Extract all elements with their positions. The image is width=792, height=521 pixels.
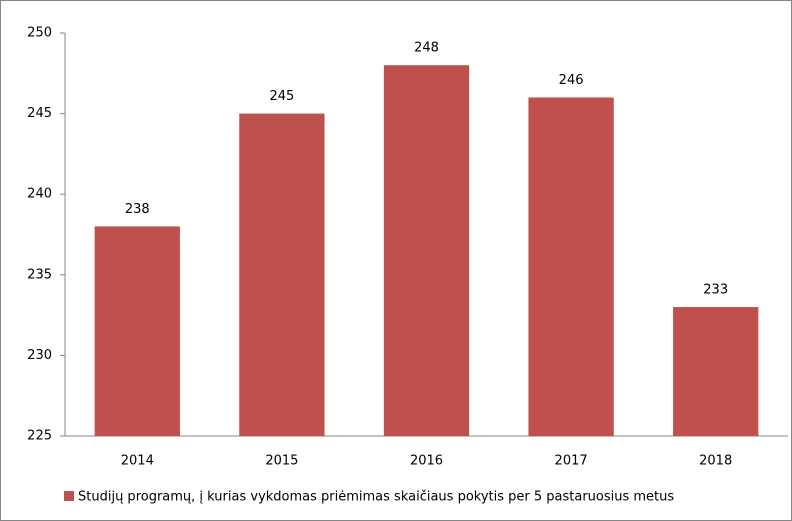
bar [383, 65, 470, 437]
x-tick-label: 2017 [555, 454, 588, 469]
bar [673, 307, 759, 436]
y-tick-label: 245 [27, 106, 52, 121]
x-tick-label: 2015 [265, 454, 298, 469]
y-tick-label: 240 [27, 187, 52, 202]
data-label: 245 [269, 89, 294, 104]
x-tick-label: 2016 [410, 454, 443, 469]
bar [239, 113, 325, 436]
y-tick-label: 250 [27, 26, 52, 41]
data-label: 246 [559, 73, 584, 88]
x-tick-label: 2018 [699, 454, 732, 469]
bar [94, 226, 180, 436]
y-tick-label: 235 [27, 267, 52, 282]
legend-label: Studijų programų, į kurias vykdomas priė… [78, 490, 674, 505]
y-tick-label: 225 [27, 429, 52, 444]
data-label: 233 [703, 283, 728, 298]
data-label: 238 [125, 202, 150, 217]
bar [528, 97, 614, 436]
legend-swatch [64, 491, 74, 501]
y-tick-label: 230 [27, 348, 52, 363]
x-tick-label: 2014 [121, 454, 154, 469]
data-label: 248 [414, 41, 439, 56]
